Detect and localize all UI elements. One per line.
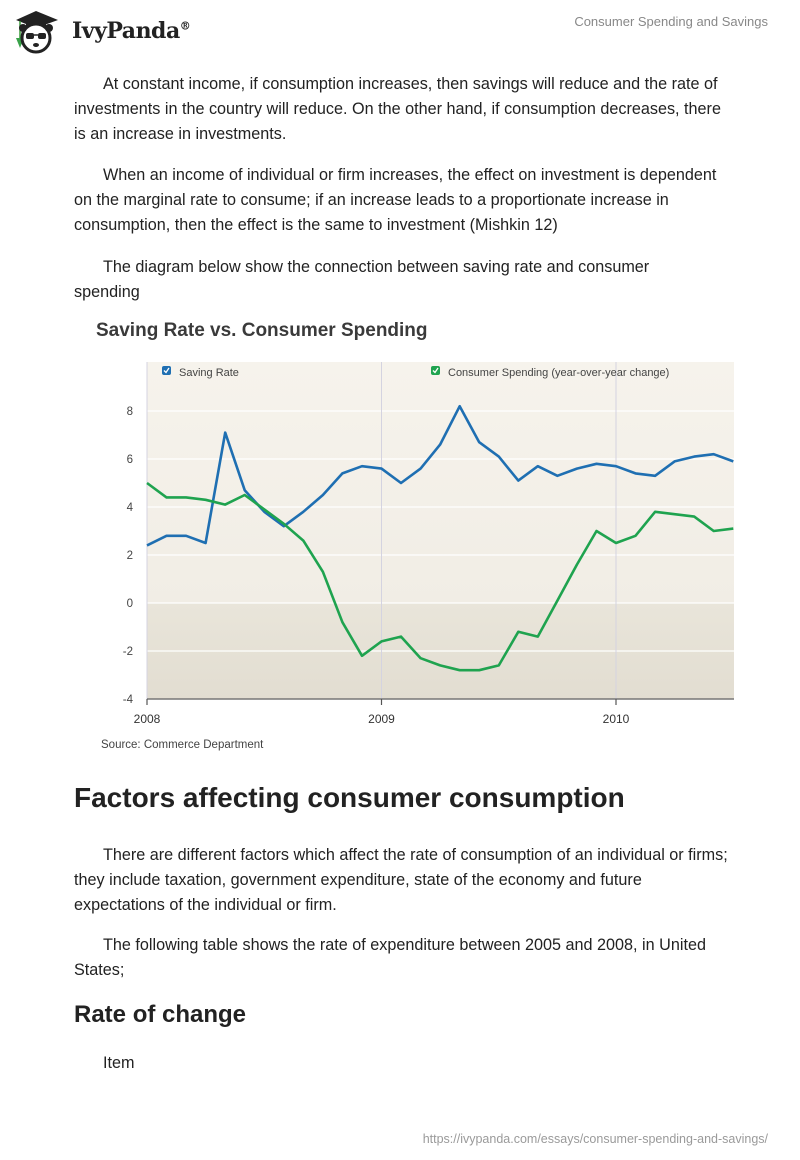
legend-item[interactable]: Consumer Spending (year-over-year change… [431, 366, 669, 379]
saving-rate-line [146, 404, 734, 547]
section-paragraph-2: The following table shows the rate of ex… [74, 933, 734, 983]
panda-graduate-icon [12, 8, 66, 54]
section-paragraph-1: There are different factors which affect… [74, 843, 734, 918]
series-lines [146, 404, 734, 672]
section-factors: Factors affecting consumer consumption [74, 782, 734, 814]
x-tick-label: 2008 [134, 712, 161, 726]
sub-heading: Rate of change [74, 1001, 247, 1028]
gridlines [146, 362, 734, 699]
brand-name: IvyPanda® [72, 18, 191, 44]
chart-legend: Saving Rate Consumer Spending (year-over-… [162, 366, 669, 379]
table-start: Item [74, 1051, 734, 1076]
y-axis-ticks: 8 6 4 2 0 -2 -4 [123, 406, 134, 706]
plot-bg-positive [147, 362, 734, 603]
plot-area [147, 362, 734, 699]
brand-logo[interactable]: IvyPanda® [12, 8, 191, 54]
x-tick-label: 2009 [368, 712, 395, 726]
legend-label: Consumer Spending (year-over-year change… [448, 367, 669, 379]
page-header: IvyPanda® Consumer Spending and Savings [0, 0, 800, 60]
y-tick-label: -4 [123, 694, 134, 706]
x-tick-label: 2010 [603, 712, 630, 726]
chart-title: Saving Rate vs. Consumer Spending [96, 320, 428, 341]
intro-text: At constant income, if consumption incre… [74, 72, 734, 147]
paragraph: There are different factors which affect… [74, 846, 728, 914]
chart-source: Source: Commerce Department [101, 739, 264, 751]
y-tick-label: 4 [127, 502, 134, 514]
paragraph: The diagram below show the connection be… [74, 258, 650, 301]
y-tick-label: -2 [123, 646, 133, 658]
paragraph: The following table shows the rate of ex… [74, 936, 706, 979]
checkmark-icon [163, 367, 170, 374]
y-tick-label: 6 [127, 454, 133, 466]
subsection: Rate of change [74, 1001, 734, 1029]
section-heading: Factors affecting consumer consumption [74, 782, 625, 813]
intro-text-2: When an income of individual or firm inc… [74, 163, 734, 238]
page-url[interactable]: https://ivypanda.com/essays/consumer-spe… [422, 1132, 768, 1146]
y-tick-label: 0 [127, 598, 133, 610]
table-cell-item: Item [103, 1054, 135, 1072]
paragraph: When an income of individual or firm inc… [74, 166, 717, 234]
intro-text-3: The diagram below show the connection be… [74, 255, 734, 305]
x-axis: 2008 2009 2010 [134, 698, 734, 726]
checkmark-icon [432, 367, 439, 374]
line-chart: 8 6 4 2 0 -2 -4 2008 2009 2010 Saving Rate Consum… [123, 362, 734, 726]
consumer-spending-line [146, 481, 734, 672]
legend-checkbox-icon [162, 366, 171, 375]
paragraph: At constant income, if consumption incre… [74, 75, 721, 143]
legend-item[interactable]: Saving Rate [162, 366, 239, 379]
document-title: Consumer Spending and Savings [574, 14, 768, 29]
legend-checkbox-icon [431, 366, 440, 375]
legend-label: Saving Rate [179, 367, 239, 379]
y-tick-label: 2 [127, 550, 133, 562]
y-tick-label: 8 [127, 406, 133, 418]
